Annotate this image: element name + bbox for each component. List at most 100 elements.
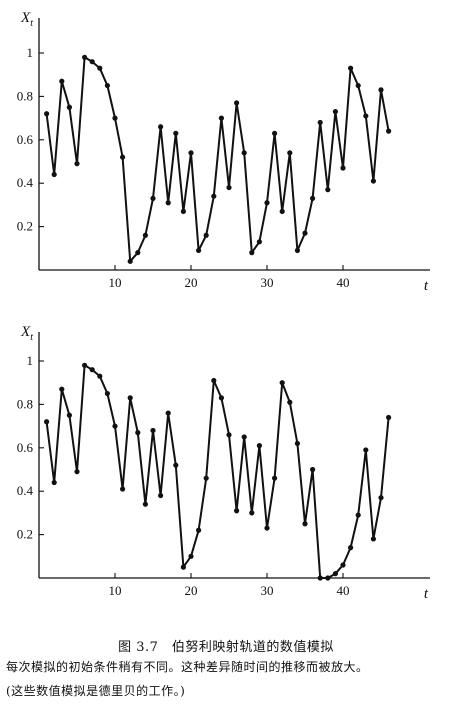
data-point [332,571,338,577]
data-point [325,575,331,581]
y-tick-label: 0.8 [17,88,33,103]
data-point [310,466,316,473]
data-point [59,386,65,392]
data-point [241,434,247,440]
data-point [310,195,316,201]
data-point [89,59,95,65]
data-point [226,184,232,191]
data-point [234,100,240,106]
data-point [165,200,171,206]
data-point [120,486,126,492]
data-point [378,495,384,501]
data-point [51,479,57,486]
data-point [142,232,148,238]
data-point [386,414,392,421]
data-point [340,562,346,568]
data-point [272,475,278,481]
x-tick-label: 30 [261,583,274,598]
y-tick-label: 0.8 [17,396,33,411]
data-point [348,65,354,71]
data-point [287,150,293,156]
data-point [97,373,103,379]
data-point [370,536,376,542]
data-point [82,54,88,60]
data-point [74,469,80,475]
y-tick-label: 0.6 [17,132,34,147]
figure-caption-line1: 每次模拟的初始条件稍有不同。这种差异随时间的推移而被放大。 [6,660,369,674]
data-point [256,443,262,449]
y-tick-label: 0.4 [17,483,34,498]
x-tick-label: 20 [185,583,198,598]
data-point [188,150,194,156]
data-point [294,440,300,447]
data-point [226,432,232,438]
data-point [66,104,72,110]
data-point [355,82,361,89]
data-point [317,119,323,126]
series-line [45,56,390,263]
data-point [218,115,224,121]
x-tick-label: 30 [261,275,274,290]
data-point [120,154,126,160]
data-point [234,508,240,514]
y-tick-label: 0.2 [17,527,33,542]
data-point [386,128,392,134]
data-point [127,258,133,264]
data-point [203,475,209,481]
y-axis-label: Xt [20,324,33,343]
data-point [203,232,209,238]
data-point [104,82,110,89]
data-point [196,247,202,254]
data-point [272,130,278,136]
data-point [158,124,164,130]
data-point [165,410,171,416]
data-point [44,419,50,425]
x-tick-label: 20 [185,275,198,290]
y-tick-label: 0.4 [17,175,34,190]
data-point [173,130,179,136]
data-point [59,78,65,84]
data-point [97,65,103,71]
data-point [256,239,262,245]
data-point [302,521,308,527]
data-point [279,380,285,386]
data-point [135,430,141,436]
data-point [180,208,186,215]
data-point [332,108,338,115]
data-point [370,178,376,184]
data-point [74,161,80,167]
data-point [363,447,369,453]
data-point [249,250,255,256]
data-point [378,87,384,93]
data-point [112,423,118,429]
data-point [211,377,217,384]
data-point [44,111,50,117]
x-axis-label: t [424,586,429,602]
x-tick-label: 40 [337,275,350,290]
data-point [211,193,217,199]
data-point [158,492,164,499]
data-point [112,115,118,121]
data-point [150,195,156,201]
data-point [66,412,72,418]
data-point [150,427,156,434]
data-point [340,165,346,171]
data-point [127,395,133,401]
data-point [51,171,57,178]
y-tick-label: 0.2 [17,219,33,234]
data-point [348,545,354,551]
data-point [241,150,247,156]
y-tick-label: 1 [27,353,34,368]
figure-caption-title: 图 3.7 伯努利映射轨道的数值模拟 [118,640,334,655]
data-point [363,113,369,119]
data-point [173,462,179,468]
data-point [325,187,331,193]
data-point [355,512,361,518]
data-point [302,230,308,236]
data-point [82,362,88,368]
x-tick-label: 40 [337,583,350,598]
data-point [135,250,141,256]
x-axis-label: t [424,278,429,294]
data-point [196,527,202,533]
data-point [264,200,270,206]
